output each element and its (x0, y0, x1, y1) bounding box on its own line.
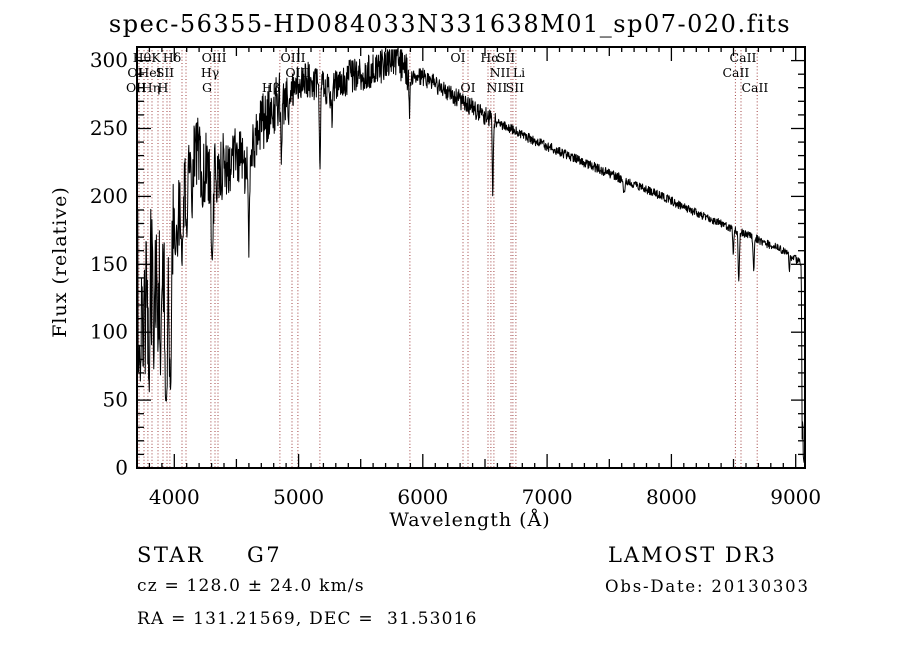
spectral-line-label: G (202, 80, 212, 95)
spectral-line-label: CaII (730, 50, 757, 65)
y-tick-label: 100 (90, 320, 128, 344)
x-axis-label: Wavelength (Å) (389, 509, 551, 531)
spectral-line-label: OIII (285, 65, 310, 80)
spectral-line-label: H (158, 80, 169, 95)
spectral-line-label: OI (460, 80, 475, 95)
x-tick-label: 6000 (397, 485, 448, 509)
spectral-line-label: NII (490, 65, 511, 80)
plot-frame (136, 46, 806, 469)
spectral-line-label: CaII (741, 80, 768, 95)
x-tick-label: 7000 (522, 485, 573, 509)
spectral-line-label: Hδ (163, 50, 181, 65)
page-title: spec-56355-HD084033N331638M01_sp07-020.f… (108, 10, 792, 38)
spectral-line-label: SII (156, 65, 175, 80)
y-tick-label: 200 (90, 184, 128, 208)
spectral-line-label: K (151, 50, 161, 65)
y-tick-label: 250 (90, 116, 128, 140)
x-tick-label: 4000 (149, 485, 200, 509)
spectral-line-label: OI (450, 50, 465, 65)
spectral-line-label: Hα (480, 50, 500, 65)
spectral-line-label: OIII (280, 50, 305, 65)
spectral-line-label: Hθ (133, 50, 151, 65)
tick-labels: 4000 5000 6000 7000 8000 9000 0 50 100 150 200 250 3… (90, 48, 821, 509)
survey-release-text: LAMOST DR3 (608, 543, 777, 567)
spectral-line-label: SII (506, 80, 525, 95)
spectral-line-label: Li (513, 65, 525, 80)
y-axis-label: Flux (relative) (49, 186, 71, 338)
wavelength-markers (138, 47, 758, 468)
spectral-line-label: OIII (202, 50, 227, 65)
x-tick-label: 8000 (646, 485, 697, 509)
cz-velocity-text: cz = 128.0 ± 24.0 km/s (137, 576, 365, 596)
spectral-line-label: OI (127, 65, 142, 80)
y-tick-label: 50 (103, 388, 128, 412)
x-tick-label: 9000 (770, 485, 821, 509)
y-tick-label: 0 (115, 456, 128, 480)
y-tick-label: 150 (90, 252, 128, 276)
y-tick-label: 300 (90, 48, 128, 72)
x-tick-label: 5000 (273, 485, 324, 509)
spectral-line-label: SII (497, 50, 516, 65)
object-class-text: STAR (137, 543, 206, 567)
axes (136, 46, 806, 469)
spectral-line-label: OII (126, 80, 146, 95)
subclass-text: G7 (247, 543, 283, 567)
ra-dec-text: RA = 131.21569, DEC = 31.53016 (137, 609, 478, 629)
spectral-line-label: NII (486, 80, 507, 95)
spectral-line-label: Hη (142, 80, 160, 95)
obs-date-text: Obs-Date: 20130303 (605, 577, 810, 596)
spectral-line-label: CaII (722, 65, 749, 80)
spectral-line-label: Hβ (262, 80, 280, 95)
spectral-line-label: Hγ (201, 65, 219, 80)
spectrum-flux-curve (136, 49, 806, 463)
spectral-line-label: HeI (138, 65, 161, 80)
